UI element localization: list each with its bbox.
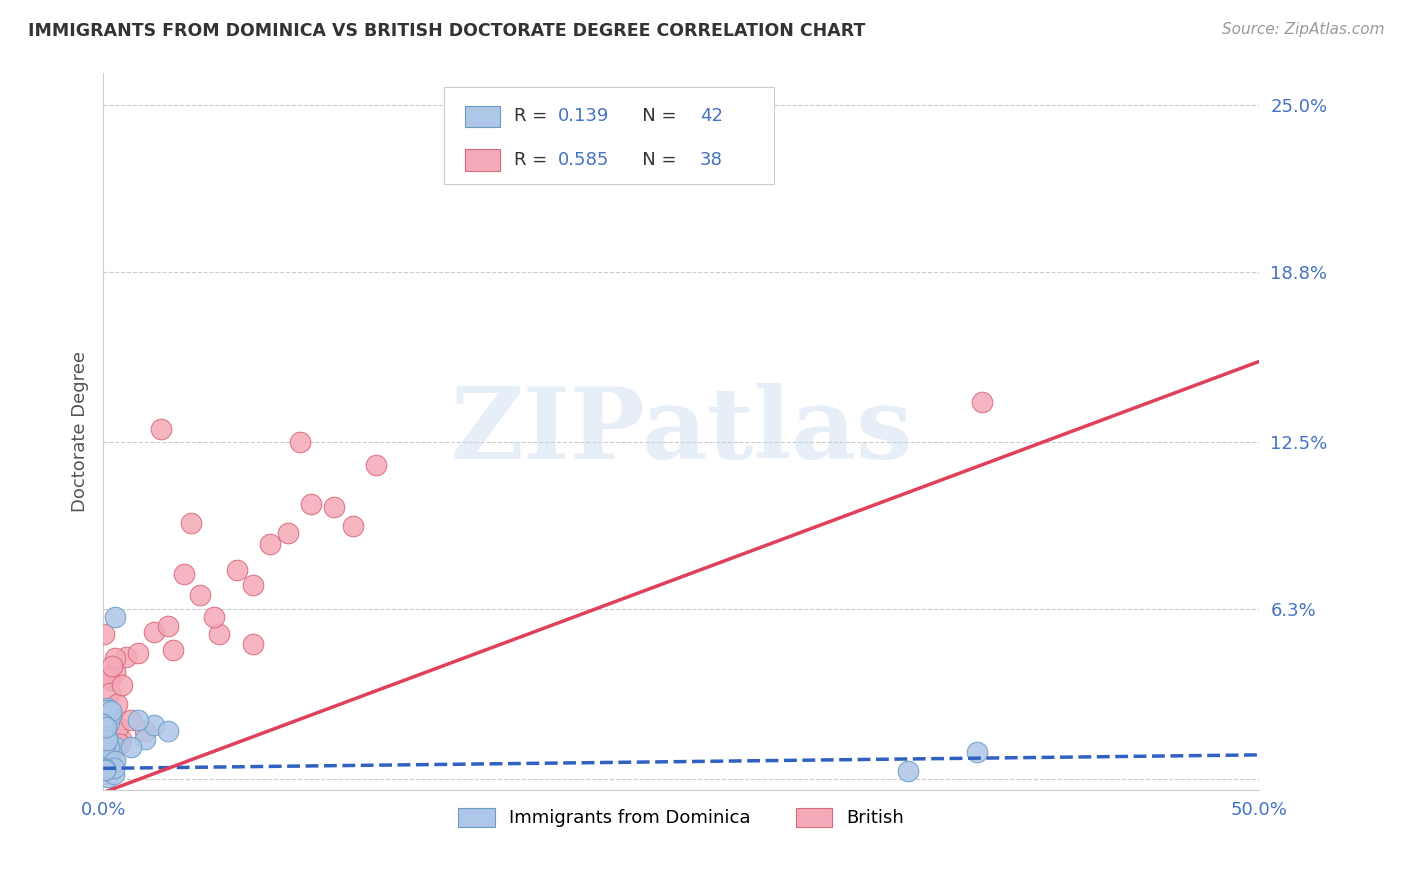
Text: IMMIGRANTS FROM DOMINICA VS BRITISH DOCTORATE DEGREE CORRELATION CHART: IMMIGRANTS FROM DOMINICA VS BRITISH DOCT… bbox=[28, 22, 866, 40]
Point bbox=[96, 745, 118, 759]
Point bbox=[91, 717, 114, 731]
Point bbox=[299, 497, 322, 511]
Point bbox=[156, 723, 179, 738]
Point bbox=[93, 739, 115, 754]
Point bbox=[93, 627, 115, 641]
Point bbox=[96, 751, 118, 765]
Point bbox=[105, 697, 128, 711]
Point bbox=[96, 749, 118, 764]
Point bbox=[134, 731, 156, 746]
Point bbox=[98, 756, 121, 770]
Point bbox=[162, 642, 184, 657]
Point bbox=[226, 563, 249, 577]
Point bbox=[111, 678, 134, 692]
Text: N =: N = bbox=[624, 107, 682, 126]
Point bbox=[208, 626, 231, 640]
Text: 0.139: 0.139 bbox=[558, 107, 609, 126]
Point bbox=[173, 567, 195, 582]
Point bbox=[104, 740, 127, 755]
Y-axis label: Doctorate Degree: Doctorate Degree bbox=[72, 351, 89, 512]
Point bbox=[94, 759, 117, 773]
Point bbox=[180, 516, 202, 530]
Text: 42: 42 bbox=[700, 107, 723, 126]
Point bbox=[94, 756, 117, 770]
Point bbox=[364, 458, 387, 472]
Point bbox=[120, 713, 142, 727]
Text: R =: R = bbox=[513, 107, 553, 126]
Point bbox=[107, 720, 129, 734]
Point bbox=[242, 578, 264, 592]
Point bbox=[202, 610, 225, 624]
FancyBboxPatch shape bbox=[465, 105, 499, 127]
Point bbox=[134, 723, 156, 738]
Point bbox=[96, 740, 118, 755]
Point bbox=[103, 767, 125, 781]
Text: N =: N = bbox=[624, 151, 682, 169]
Point bbox=[97, 770, 120, 784]
Point bbox=[259, 537, 281, 551]
Point bbox=[96, 702, 118, 716]
Point bbox=[277, 526, 299, 541]
Point bbox=[100, 762, 122, 776]
Point bbox=[98, 740, 121, 755]
Point bbox=[110, 731, 132, 746]
Point bbox=[93, 766, 115, 780]
Point bbox=[93, 738, 115, 752]
Point bbox=[100, 673, 122, 687]
Point bbox=[97, 670, 120, 684]
Point bbox=[342, 519, 364, 533]
Point bbox=[98, 686, 121, 700]
Point bbox=[93, 732, 115, 747]
Point bbox=[100, 707, 122, 722]
FancyBboxPatch shape bbox=[444, 87, 773, 184]
Point bbox=[323, 500, 346, 514]
Point bbox=[104, 665, 127, 680]
Point bbox=[96, 750, 118, 764]
Point bbox=[127, 713, 149, 727]
Point bbox=[94, 763, 117, 777]
Point bbox=[156, 619, 179, 633]
Point bbox=[120, 739, 142, 754]
Legend: Immigrants from Dominica, British: Immigrants from Dominica, British bbox=[451, 801, 911, 835]
Point bbox=[97, 762, 120, 776]
Point bbox=[98, 714, 121, 729]
Point bbox=[96, 720, 118, 734]
Text: 38: 38 bbox=[700, 151, 723, 169]
Point bbox=[110, 737, 132, 751]
Point bbox=[96, 731, 118, 745]
Point bbox=[104, 610, 127, 624]
Point bbox=[242, 637, 264, 651]
Point bbox=[98, 750, 121, 764]
Point bbox=[966, 745, 988, 759]
Point bbox=[101, 659, 124, 673]
Point bbox=[94, 762, 117, 776]
Text: 0.585: 0.585 bbox=[558, 151, 609, 169]
Point bbox=[96, 719, 118, 733]
Point bbox=[103, 761, 125, 775]
Point bbox=[970, 394, 993, 409]
Point bbox=[94, 753, 117, 767]
Point bbox=[897, 764, 920, 778]
Point bbox=[127, 647, 149, 661]
Text: ZIPatlas: ZIPatlas bbox=[450, 383, 912, 480]
Point bbox=[288, 435, 311, 450]
Point bbox=[143, 718, 166, 732]
Point bbox=[97, 750, 120, 764]
Text: R =: R = bbox=[513, 151, 553, 169]
Point bbox=[188, 588, 211, 602]
Point bbox=[104, 650, 127, 665]
Point bbox=[100, 704, 122, 718]
Text: Source: ZipAtlas.com: Source: ZipAtlas.com bbox=[1222, 22, 1385, 37]
Point bbox=[149, 422, 172, 436]
Point bbox=[115, 650, 138, 665]
Point bbox=[104, 754, 127, 768]
Point bbox=[143, 624, 166, 639]
Point bbox=[96, 701, 118, 715]
FancyBboxPatch shape bbox=[465, 149, 499, 170]
Point bbox=[96, 732, 118, 747]
Point bbox=[94, 752, 117, 766]
